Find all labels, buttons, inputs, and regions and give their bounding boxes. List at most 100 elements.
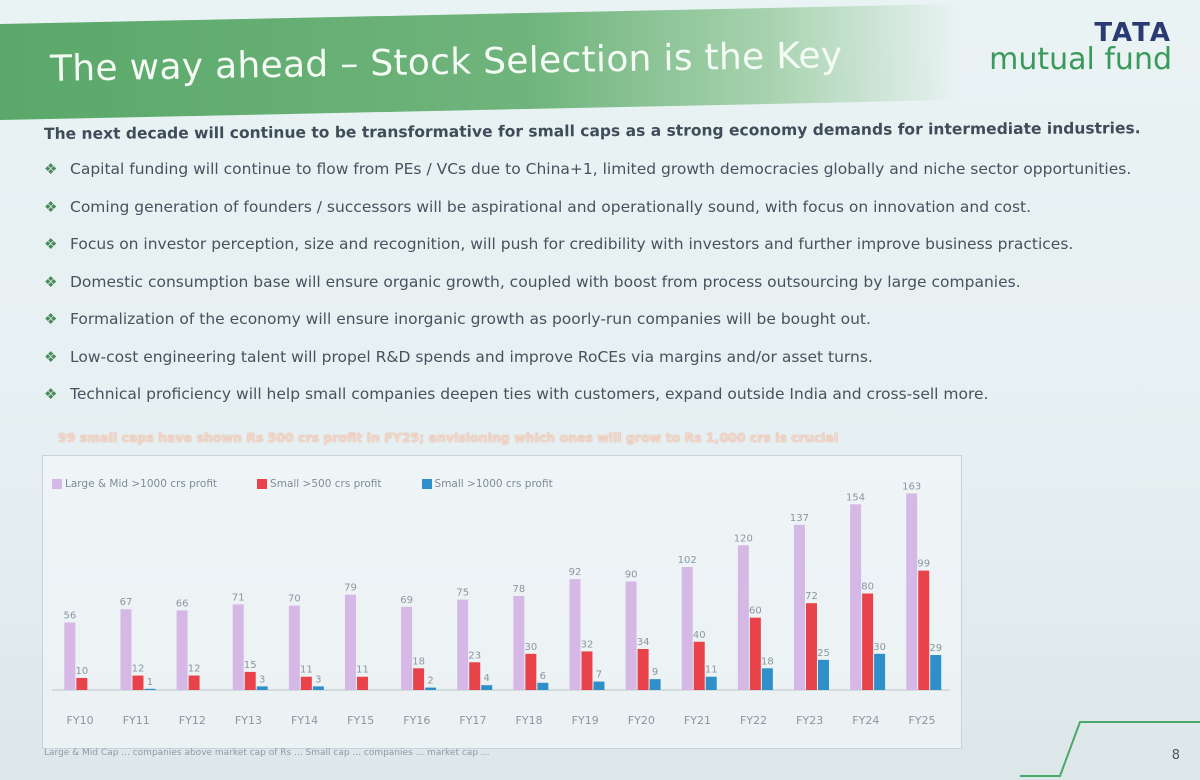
- bar-small-1000-fy16: [425, 687, 437, 690]
- x-tick-label-fy19: FY19: [572, 714, 599, 727]
- bar-large-mid-fy14: [288, 605, 300, 690]
- diamond-bullet-icon: ❖: [44, 385, 58, 403]
- legend-item-large-mid: Large & Mid >1000 crs profit: [52, 478, 217, 490]
- chart-legend: Large & Mid >1000 crs profit Small >500 …: [52, 478, 553, 490]
- x-tick-label-fy13: FY13: [235, 714, 262, 727]
- bar-large-mid-fy11: [120, 609, 132, 690]
- x-tick-label-fy24: FY24: [852, 714, 879, 727]
- data-label-large-mid-fy14: 70: [288, 594, 301, 605]
- brand-logo: TATA mutual fund: [989, 18, 1172, 77]
- bullet-text: Focus on investor perception, size and r…: [70, 235, 1074, 253]
- bar-large-mid-fy18: [513, 595, 525, 690]
- x-tick-label-fy23: FY23: [796, 714, 823, 727]
- bar-large-mid-fy16: [401, 606, 413, 690]
- bullet-list: ❖ Capital funding will continue to flow f…: [44, 160, 1194, 423]
- bullet-item: ❖ Coming generation of founders / success…: [44, 198, 1194, 236]
- data-label-small-500-fy14: 11: [300, 665, 313, 676]
- data-label-small-500-fy19: 32: [581, 639, 594, 650]
- data-label-large-mid-fy20: 90: [625, 569, 638, 580]
- legend-swatch-small-500: [257, 479, 268, 489]
- data-label-small-1000-fy19: 7: [596, 670, 602, 681]
- data-label-large-mid-fy18: 78: [512, 584, 525, 595]
- data-label-small-1000-fy20: 9: [652, 667, 658, 678]
- diamond-bullet-icon: ❖: [44, 235, 58, 253]
- data-label-small-500-fy11: 12: [132, 664, 145, 675]
- bar-large-mid-fy15: [344, 594, 356, 690]
- bar-small-1000-fy24: [874, 653, 886, 690]
- data-label-small-1000-fy22: 18: [761, 656, 774, 667]
- bullet-text: Formalization of the economy will ensure…: [70, 310, 871, 328]
- data-label-large-mid-fy13: 71: [232, 592, 245, 603]
- bar-large-mid-fy19: [569, 579, 581, 690]
- x-tick-label-fy20: FY20: [628, 714, 655, 727]
- data-label-small-500-fy23: 72: [805, 591, 818, 602]
- data-label-large-mid-fy16: 69: [400, 595, 413, 606]
- data-label-small-500-fy18: 30: [524, 642, 537, 653]
- data-label-small-1000-fy25: 29: [929, 643, 942, 654]
- bullet-item: ❖ Formalization of the economy will ensur…: [44, 310, 1194, 348]
- bar-small-500-fy12: [188, 675, 200, 690]
- bar-small-500-fy21: [693, 641, 705, 690]
- bar-large-mid-fy10: [64, 622, 76, 690]
- data-label-small-1000-fy21: 11: [705, 665, 718, 676]
- diamond-bullet-icon: ❖: [44, 347, 58, 366]
- bar-small-1000-fy22: [761, 668, 773, 690]
- bar-large-mid-fy12: [176, 610, 188, 690]
- data-label-small-1000-fy17: 4: [484, 673, 490, 684]
- bar-large-mid-fy24: [850, 504, 862, 690]
- decorative-corner-line: [1020, 721, 1200, 777]
- bar-small-500-fy11: [132, 675, 144, 690]
- data-label-small-500-fy17: 23: [468, 650, 481, 661]
- bar-small-500-fy17: [469, 662, 481, 690]
- bar-large-mid-fy22: [737, 545, 749, 690]
- bar-small-500-fy13: [244, 671, 256, 690]
- chart-frame: [42, 455, 962, 749]
- data-label-small-500-fy21: 40: [693, 630, 706, 641]
- bar-small-500-fy10: [76, 677, 88, 690]
- bullet-item: ❖ Technical proficiency will help small c…: [44, 385, 1194, 423]
- x-tick-label-fy17: FY17: [459, 714, 486, 727]
- bar-small-1000-fy11: [144, 688, 156, 690]
- bar-large-mid-fy17: [457, 599, 469, 690]
- data-label-small-500-fy12: 12: [188, 664, 201, 675]
- legend-label: Large & Mid >1000 crs profit: [65, 478, 218, 490]
- legend-item-small-1000: Small >1000 crs profit: [421, 478, 553, 490]
- data-label-small-500-fy16: 18: [412, 656, 425, 667]
- data-label-large-mid-fy17: 75: [456, 588, 469, 599]
- data-label-small-1000-fy24: 30: [873, 642, 886, 653]
- x-tick-label-fy15: FY15: [347, 714, 374, 727]
- legend-item-small-500: Small >500 crs profit: [257, 478, 382, 490]
- data-label-large-mid-fy25: 163: [902, 481, 921, 492]
- bar-large-mid-fy23: [793, 524, 805, 690]
- bullet-item: ❖ Low-cost engineering talent will propel…: [44, 348, 1194, 386]
- x-tick-label-fy18: FY18: [516, 714, 543, 727]
- bullet-item: ❖ Focus on investor perception, size and …: [44, 235, 1194, 273]
- logo-mutual-fund-text: mutual fund: [989, 42, 1172, 77]
- data-label-small-500-fy13: 15: [244, 660, 257, 671]
- data-label-small-1000-fy11: 1: [147, 677, 153, 688]
- bar-small-500-fy25: [918, 570, 930, 690]
- bar-small-1000-fy19: [593, 681, 605, 690]
- bar-small-500-fy24: [862, 593, 874, 690]
- bar-small-500-fy18: [525, 653, 537, 690]
- legend-swatch-large-mid: [52, 479, 62, 489]
- x-tick-label-fy11: FY11: [123, 714, 150, 727]
- diamond-bullet-icon: ❖: [44, 160, 58, 178]
- data-label-large-mid-fy23: 137: [790, 513, 809, 524]
- legend-swatch-small-1000: [421, 479, 432, 489]
- data-label-small-500-fy24: 80: [861, 582, 874, 593]
- page-number: 8: [1171, 748, 1180, 763]
- data-label-large-mid-fy19: 92: [569, 567, 582, 578]
- data-label-large-mid-fy15: 79: [344, 583, 357, 594]
- data-label-large-mid-fy11: 67: [120, 597, 133, 608]
- bar-small-500-fy22: [749, 617, 761, 690]
- data-label-small-500-fy20: 34: [637, 637, 650, 648]
- chart-footnote: Large & Mid Cap ... companies above mark…: [44, 748, 490, 758]
- data-label-small-1000-fy14: 3: [315, 674, 321, 685]
- x-tick-label-fy21: FY21: [684, 714, 711, 727]
- bullet-text: Technical proficiency will help small co…: [70, 385, 989, 403]
- x-tick-label-fy10: FY10: [67, 714, 94, 727]
- bar-small-1000-fy13: [256, 686, 268, 690]
- data-label-small-500-fy10: 10: [75, 666, 88, 677]
